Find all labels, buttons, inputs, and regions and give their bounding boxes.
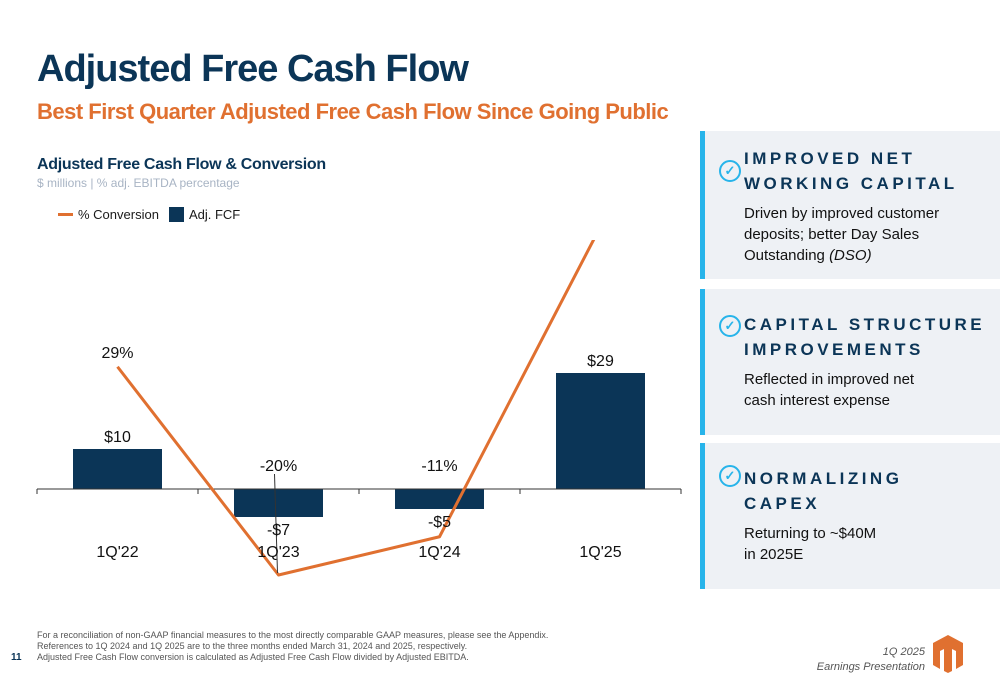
- card-body: Reflected in improved net cash interest …: [744, 371, 915, 409]
- legend-swatch-fcf: [168, 207, 184, 222]
- bar-1: [234, 489, 323, 517]
- legend-label-conversion: % Conversion: [78, 207, 159, 222]
- conversion-label: -11%: [421, 458, 457, 475]
- card-working-capital: ✓ IMPROVED NET WORKING CAPITAL Driven by…: [700, 131, 1000, 279]
- footnotes: For a reconciliation of non-GAAP financi…: [37, 630, 549, 662]
- card-heading: CAPITAL STRUCTURE IMPROVEMENTS: [744, 315, 986, 359]
- legend-label-fcf: Adj. FCF: [188, 207, 241, 222]
- check-circle-icon: ✓: [719, 160, 741, 182]
- bar-value-label: $29: [587, 353, 614, 370]
- bar-3: [556, 373, 645, 489]
- category-label: 1Q'24: [418, 544, 460, 561]
- conversion-label: -20%: [260, 458, 297, 475]
- company-logo-icon: [933, 635, 963, 673]
- bar-value-label: -$7: [267, 522, 290, 539]
- check-circle-icon: ✓: [719, 465, 741, 487]
- card-normalizing-capex: ✓ NORMALIZING CAPEX Returning to ~$40M i…: [700, 443, 1000, 589]
- conversion-label: 29%: [101, 345, 133, 362]
- chart-subtitle: $ millions | % adj. EBITDA percentage: [37, 176, 240, 190]
- category-label: 1Q'25: [579, 544, 621, 561]
- bar-value-label: -$5: [428, 514, 451, 531]
- card-body: Returning to ~$40M in 2025E: [744, 525, 877, 563]
- card-heading: NORMALIZING CAPEX: [744, 469, 903, 513]
- check-circle-icon: ✓: [719, 315, 741, 337]
- page-number: 11: [11, 652, 22, 663]
- conversion-line: [116, 240, 596, 577]
- page-title: Adjusted Free Cash Flow: [37, 48, 469, 90]
- card-heading: IMPROVED NET WORKING CAPITAL: [744, 149, 958, 193]
- brand-caption: 1Q 2025 Earnings Presentation: [816, 646, 925, 673]
- bar-2: [395, 489, 484, 509]
- label-leader-line: [274, 473, 278, 574]
- card-body: Driven by improved customer deposits; be…: [744, 205, 940, 264]
- category-label: 1Q'22: [96, 544, 138, 561]
- card-capital-structure: ✓ CAPITAL STRUCTURE IMPROVEMENTS Reflect…: [700, 289, 1000, 435]
- bar-0: [73, 449, 162, 489]
- chart-legend: % Conversion Adj. FCF: [58, 207, 240, 222]
- chart-title: Adjusted Free Cash Flow & Conversion: [37, 156, 326, 173]
- legend-swatch-conversion: [58, 213, 73, 216]
- category-label: 1Q'23: [257, 544, 299, 561]
- page-subtitle: Best First Quarter Adjusted Free Cash Fl…: [37, 99, 669, 124]
- fcf-chart: $10-$7-$5$2929%-20%-11%62%1Q'221Q'231Q'2…: [36, 240, 682, 577]
- bar-value-label: $10: [104, 429, 131, 446]
